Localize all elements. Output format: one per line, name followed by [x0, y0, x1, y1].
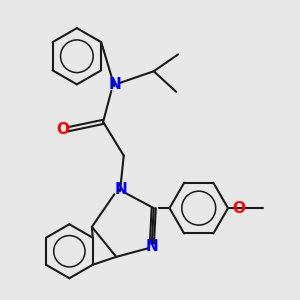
Text: N: N	[146, 239, 158, 254]
Text: O: O	[56, 122, 70, 137]
Text: N: N	[109, 77, 122, 92]
Text: O: O	[232, 201, 245, 216]
Text: N: N	[114, 182, 127, 197]
